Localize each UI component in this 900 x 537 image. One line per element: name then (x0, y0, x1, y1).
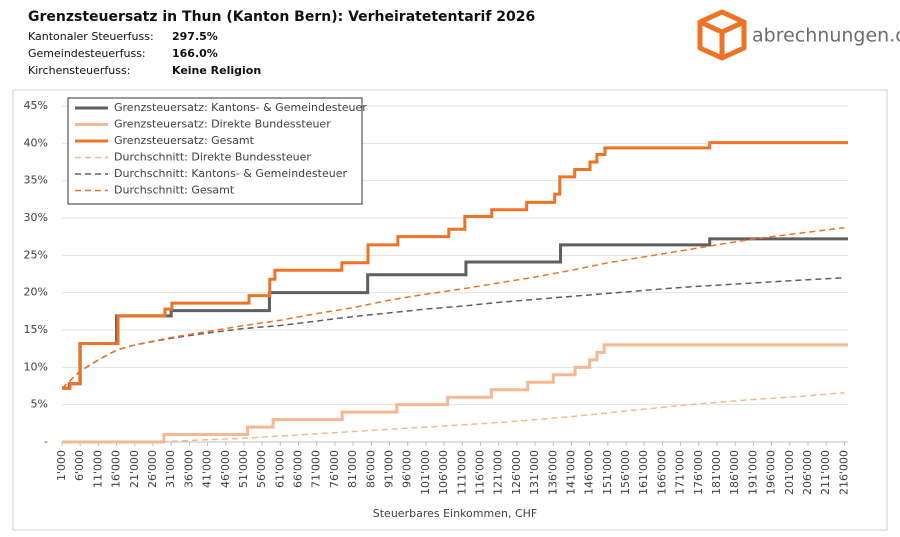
x-axis-label: Steuerbares Einkommen, CHF (373, 507, 537, 520)
x-tick-label: 161'000 (637, 450, 650, 495)
x-tick-label: 81'000 (346, 450, 359, 488)
series-line (62, 141, 848, 390)
series-line (62, 343, 848, 444)
x-tick-label: 76'000 (328, 450, 341, 488)
x-tick-label: 186'000 (728, 450, 741, 495)
x-tick-label: 101'000 (419, 450, 432, 495)
x-tick-label: 176'000 (692, 450, 705, 495)
info-label: Gemeindesteuerfuss: (28, 47, 146, 60)
x-tick-label: 146'000 (583, 450, 596, 495)
info-value: Keine Religion (172, 64, 261, 77)
x-tick-label: 116'000 (473, 450, 486, 495)
x-tick-label: 181'000 (710, 450, 723, 495)
x-tick-label: 41'000 (201, 450, 214, 488)
x-tick-label: 211'000 (819, 450, 832, 495)
series-line (62, 391, 845, 443)
legend-label: Grenzsteuersatz: Direkte Bundessteuer (114, 118, 331, 131)
x-tick-label: 31'000 (164, 450, 177, 488)
x-tick-label: 121'000 (492, 450, 505, 495)
y-tick-label: 40% (24, 136, 48, 149)
legend-label: Durchschnitt: Direkte Bundessteuer (114, 151, 311, 164)
info-label: Kantonaler Steuerfuss: (28, 30, 154, 43)
x-tick-label: 206'000 (801, 450, 814, 495)
y-tick-label: 10% (24, 360, 48, 373)
chart-title: Grenzsteuersatz in Thun (Kanton Bern): V… (28, 9, 535, 25)
info-label: Kirchensteuerfuss: (28, 64, 130, 77)
x-tick-label: 166'000 (655, 450, 668, 495)
y-tick-label: 45% (24, 99, 48, 112)
x-tick-label: 151'000 (601, 450, 614, 495)
info-value: 166.0% (172, 47, 218, 60)
x-tick-label: 126'000 (510, 450, 523, 495)
x-tick-label: 16'000 (110, 450, 123, 488)
x-tick-label: 26'000 (146, 450, 159, 488)
x-tick-label: 136'000 (546, 450, 559, 495)
x-tick-label: 61'000 (273, 450, 286, 488)
x-tick-label: 11'000 (91, 450, 104, 488)
legend-label: Durchschnitt: Kantons- & Gemeindesteuer (114, 167, 347, 180)
x-tick-label: 111'000 (455, 450, 468, 495)
y-tick-label: 5% (31, 398, 48, 411)
x-tick-label: 216'000 (837, 450, 850, 495)
brand-logo (697, 9, 747, 61)
x-tick-label: 171'000 (674, 450, 687, 495)
x-tick-label: 66'000 (292, 450, 305, 488)
series-line (61, 226, 845, 389)
x-tick-label: 141'000 (564, 450, 577, 495)
x-tick-label: 71'000 (310, 450, 323, 488)
x-tick-label: 106'000 (437, 450, 450, 495)
legend-label: Grenzsteuersatz: Gesamt (114, 134, 255, 147)
legend-box (67, 97, 363, 205)
y-tick-label: 35% (24, 174, 48, 187)
y-tick-label: 25% (24, 248, 48, 261)
x-tick-label: 6'000 (73, 450, 86, 481)
x-tick-label: 131'000 (528, 450, 541, 495)
x-tick-label: 21'000 (128, 450, 141, 488)
y-tick-label: 20% (24, 286, 48, 299)
x-tick-label: 201'000 (783, 450, 796, 495)
legend-label: Grenzsteuersatz: Kantons- & Gemeindesteu… (114, 101, 367, 114)
x-tick-label: 156'000 (619, 450, 632, 495)
legend-label: Durchschnitt: Gesamt (114, 184, 235, 197)
x-tick-label: 196'000 (765, 450, 778, 495)
x-tick-label: 56'000 (255, 450, 268, 488)
info-value: 297.5% (172, 30, 218, 43)
x-tick-label: 91'000 (383, 450, 396, 488)
x-tick-label: 51'000 (237, 450, 250, 488)
y-tick-label: 30% (24, 211, 48, 224)
brand-name: abrechnungen.ch (752, 25, 900, 47)
x-tick-label: 46'000 (219, 450, 232, 488)
x-tick-label: 191'000 (746, 450, 759, 495)
x-tick-label: 86'000 (364, 450, 377, 488)
y-tick-label: 15% (24, 323, 48, 336)
x-tick-label: 36'000 (182, 450, 195, 488)
y-tick-label: - (44, 435, 48, 448)
x-tick-label: 96'000 (401, 450, 414, 488)
x-tick-label: 1'000 (55, 450, 68, 481)
